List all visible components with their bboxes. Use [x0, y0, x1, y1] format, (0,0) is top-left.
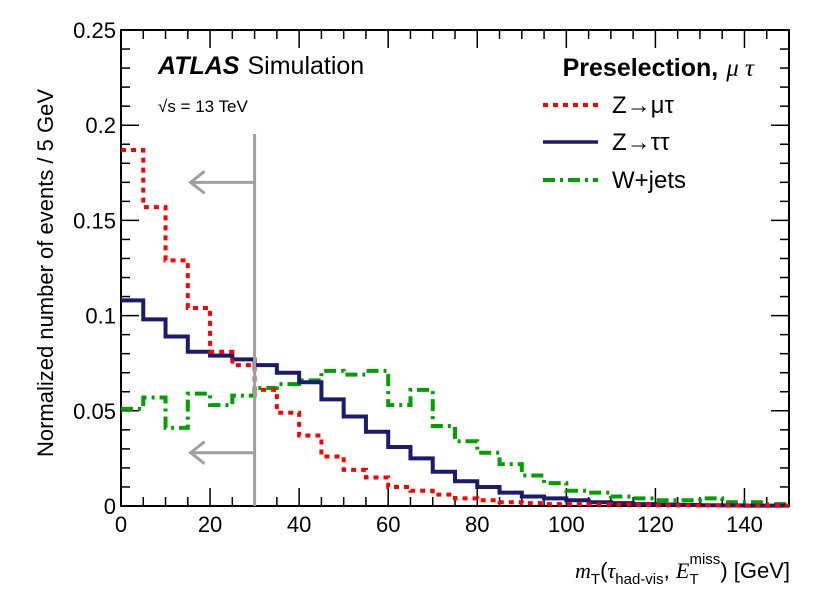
axis-ticks: [120, 29, 790, 507]
x-axis-title: mT(τhad-vis, ETmiss) [GeV]: [575, 551, 790, 588]
y-tick-label: 0.2: [85, 113, 116, 138]
plot-area: 0 20 40 60 80 100 120 140 0 0.05 0.1 0.15 0.2 0.25: [73, 18, 790, 537]
y-tick-label: 0.25: [73, 18, 116, 43]
x-tick-label: 140: [726, 512, 763, 537]
legend: Z→μτ Z→ττ W+jets: [543, 92, 686, 194]
y-tick-label: 0: [104, 494, 116, 519]
legend-label: W+jets: [612, 167, 686, 194]
x-tick-label: 20: [198, 512, 222, 537]
x-tick-label: 120: [637, 512, 674, 537]
x-tick-label: 0: [115, 512, 127, 537]
axis-tick-labels: 0 20 40 60 80 100 120 140 0 0.05 0.1 0.15 0.2 0.25: [73, 18, 763, 537]
preselection-title: Preselection, μ τ: [563, 54, 755, 82]
legend-label: Z→ττ: [612, 129, 670, 156]
atlas-text: ATLAS: [157, 52, 240, 80]
cut-arrows: [188, 170, 255, 465]
cut-arrow-head: [188, 170, 206, 195]
x-tick-label: 100: [548, 512, 585, 537]
series-line-1: [121, 298, 789, 508]
x-tick-label: 40: [287, 512, 311, 537]
y-tick-label: 0.15: [73, 208, 116, 233]
simulation-text: Simulation: [247, 52, 364, 80]
series-layer: [121, 147, 789, 508]
atlas-label: ATLAS Simulation: [157, 52, 364, 80]
y-tick-label: 0.05: [73, 399, 116, 424]
y-tick-label: 0.1: [85, 304, 116, 329]
cut-arrow-head: [188, 440, 206, 465]
y-axis-title: Normalized number of events / 5 GeV: [33, 89, 58, 457]
legend-label: Z→μτ: [612, 92, 674, 119]
energy-label: √s = 13 TeV: [158, 97, 248, 116]
x-tick-label: 60: [376, 512, 400, 537]
series-line-2: [121, 368, 789, 507]
x-tick-label: 80: [465, 512, 489, 537]
